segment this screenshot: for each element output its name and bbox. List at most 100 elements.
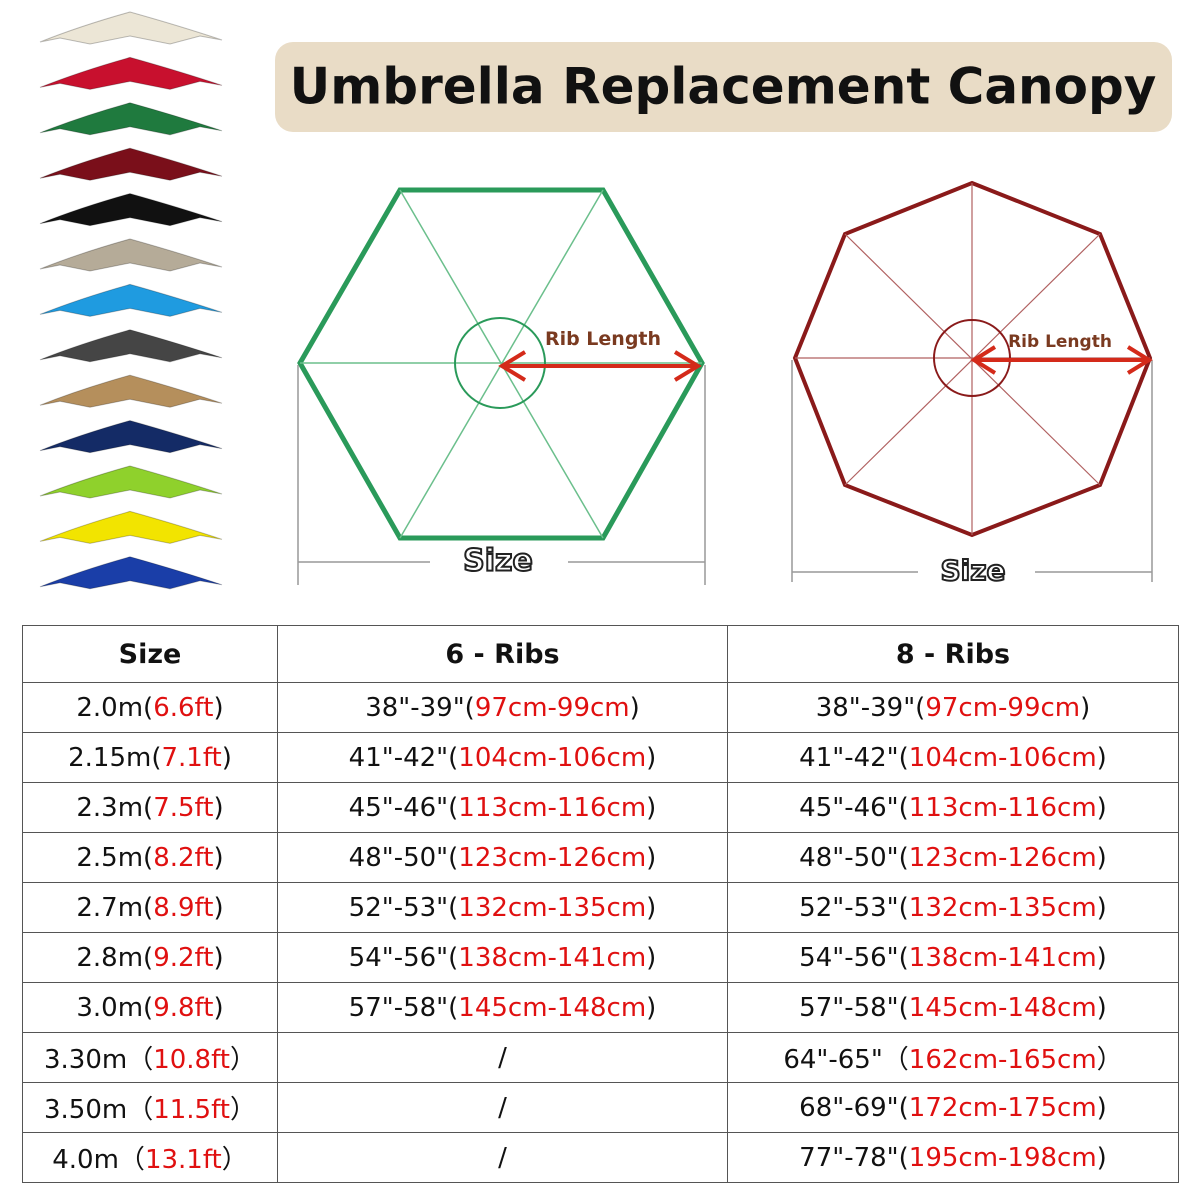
cell-text: 4.0m（ [52,1145,145,1175]
cell-text: ) [1096,892,1107,923]
table-cell: 2.3m(7.5ft) [22,782,278,833]
metric-value: 97cm-99cm [925,692,1081,723]
table-row: 3.0m(9.8ft) 57"-58"(145cm-148cm) 57"-58"(1… [22,982,1179,1033]
metric-value: 138cm-141cm [908,942,1097,973]
oct-size-line [791,360,1153,582]
table-cell: 3.0m(9.8ft) [22,982,278,1033]
cell-text: 2.8m( [76,942,154,973]
oct-rib-arrow [970,345,1153,375]
cell-text: ) [646,842,657,873]
cell-text: 64"-65"（ [783,1045,909,1075]
table-cell: / [277,1032,728,1083]
umbrella-swatch [39,510,223,544]
table-cell: 2.5m(8.2ft) [22,832,278,883]
cell-text: 38"-39"( [815,692,926,723]
table-cell: 57"-58"(145cm-148cm) [277,982,728,1033]
metric-value: 195cm-198cm [908,1142,1097,1173]
metric-value: 104cm-106cm [458,742,647,773]
metric-value: 11.5ft [153,1095,230,1125]
table-row: 2.3m(7.5ft) 45"-46"(113cm-116cm) 45"-46"(1… [22,782,1179,833]
table-cell: 4.0m（13.1ft） [22,1132,278,1183]
cell-text: 3.30m（ [43,1045,154,1075]
cell-text: 38"-39"( [365,692,475,723]
header-row: Size 6 - Ribs 8 - Ribs [22,625,1179,683]
cell-text: ) [213,692,224,723]
cell-text: ) [646,892,657,923]
table-row: 2.5m(8.2ft) 48"-50"(123cm-126cm) 48"-50"(1… [22,832,1179,883]
table-cell: 41"-42"(104cm-106cm) [277,732,728,783]
cell-text: 54"-56"( [799,942,909,973]
cell-text: 2.5m( [76,842,154,873]
metric-value: 6.6ft [153,692,214,723]
table-cell: 64"-65"（162cm-165cm） [727,1032,1179,1083]
table-cell: 2.0m(6.6ft) [22,682,278,733]
cell-text: ) [1096,992,1107,1023]
table-row: 4.0m（13.1ft） / 77"-78"(195cm-198cm) [22,1132,1179,1183]
umbrella-swatch [39,420,223,454]
table-cell: 2.15m(7.1ft) [22,732,278,783]
cell-text: ） [221,1145,248,1175]
table-cell: 3.50m（11.5ft） [22,1082,278,1133]
cell-text: ) [213,992,224,1023]
cell-text: 41"-42"( [799,742,909,773]
color-swatches [39,11,223,590]
table-cell: 41"-42"(104cm-106cm) [727,732,1179,783]
umbrella-swatch [39,329,223,363]
cell-text: 2.7m( [76,892,154,923]
table-cell: / [277,1132,728,1183]
table-row: 2.0m(6.6ft) 38"-39"(97cm-99cm) 38"-39"(97c… [22,682,1179,733]
hex-rib-arrow [498,350,702,382]
table-cell: / [277,1082,728,1133]
umbrella-swatch [39,374,223,408]
table-cell: 2.8m(9.2ft) [22,932,278,983]
size-table: Size 6 - Ribs 8 - Ribs 2.0m(6.6ft) 38"-39"(9… [22,625,1179,1183]
metric-value: 9.2ft [153,942,214,973]
cell-text: 57"-58"( [348,992,459,1023]
table-cell: 38"-39"(97cm-99cm) [277,682,728,733]
cell-text: 2.15m( [68,742,162,773]
umbrella-swatch [39,102,223,136]
table-cell: 48"-50"(123cm-126cm) [277,832,728,883]
cell-text: 2.0m( [76,692,154,723]
cell-text: / [498,1042,507,1073]
table-cell: 38"-39"(97cm-99cm) [727,682,1179,733]
metric-value: 97cm-99cm [474,692,630,723]
cell-text: 54"-56"( [348,942,459,973]
metric-value: 132cm-135cm [908,892,1097,923]
metric-value: 113cm-116cm [458,792,647,823]
metric-value: 132cm-135cm [458,892,647,923]
cell-text: 48"-50"( [348,842,459,873]
table-row: 2.15m(7.1ft) 41"-42"(104cm-106cm) 41"-42"(… [22,732,1179,783]
metric-value: 9.8ft [153,992,214,1023]
cell-text: ) [1096,942,1107,973]
column-header: 6 - Ribs [277,625,728,683]
cell-text: ) [213,842,224,873]
table-cell: 68"-69"(172cm-175cm) [727,1082,1179,1133]
umbrella-swatch [39,147,223,181]
cell-text: ) [646,942,657,973]
umbrella-swatch [39,556,223,590]
artwork: Umbrella Replacement Canopy Rib Length S… [39,11,1172,590]
umbrella-swatch [39,56,223,90]
table-cell: 2.7m(8.9ft) [22,882,278,933]
hex-size-line [297,365,706,585]
cell-text: ) [629,692,640,723]
metric-value: 8.2ft [153,842,214,873]
umbrella-swatch [39,193,223,227]
column-header: 8 - Ribs [727,625,1179,683]
table-row: 3.30m（10.8ft）/64"-65"（162cm-165cm） [22,1032,1179,1083]
metric-value: 162cm-165cm [908,1045,1097,1075]
umbrella-swatch [39,11,223,45]
cell-text: ) [213,792,224,823]
umbrella-swatch [39,238,223,272]
umbrella-swatch [39,283,223,317]
table-cell: 52"-53"(132cm-135cm) [727,882,1179,933]
metric-value: 10.8ft [153,1045,230,1075]
metric-value: 172cm-175cm [908,1092,1097,1123]
table-row: 2.8m(9.2ft) 54"-56"(138cm-141cm) 54"-56"(1… [22,932,1179,983]
metric-value: 138cm-141cm [458,942,647,973]
table-cell: 54"-56"(138cm-141cm) [277,932,728,983]
cell-text: 2.3m( [76,792,154,823]
metric-value: 123cm-126cm [908,842,1097,873]
title-box [275,42,1172,132]
